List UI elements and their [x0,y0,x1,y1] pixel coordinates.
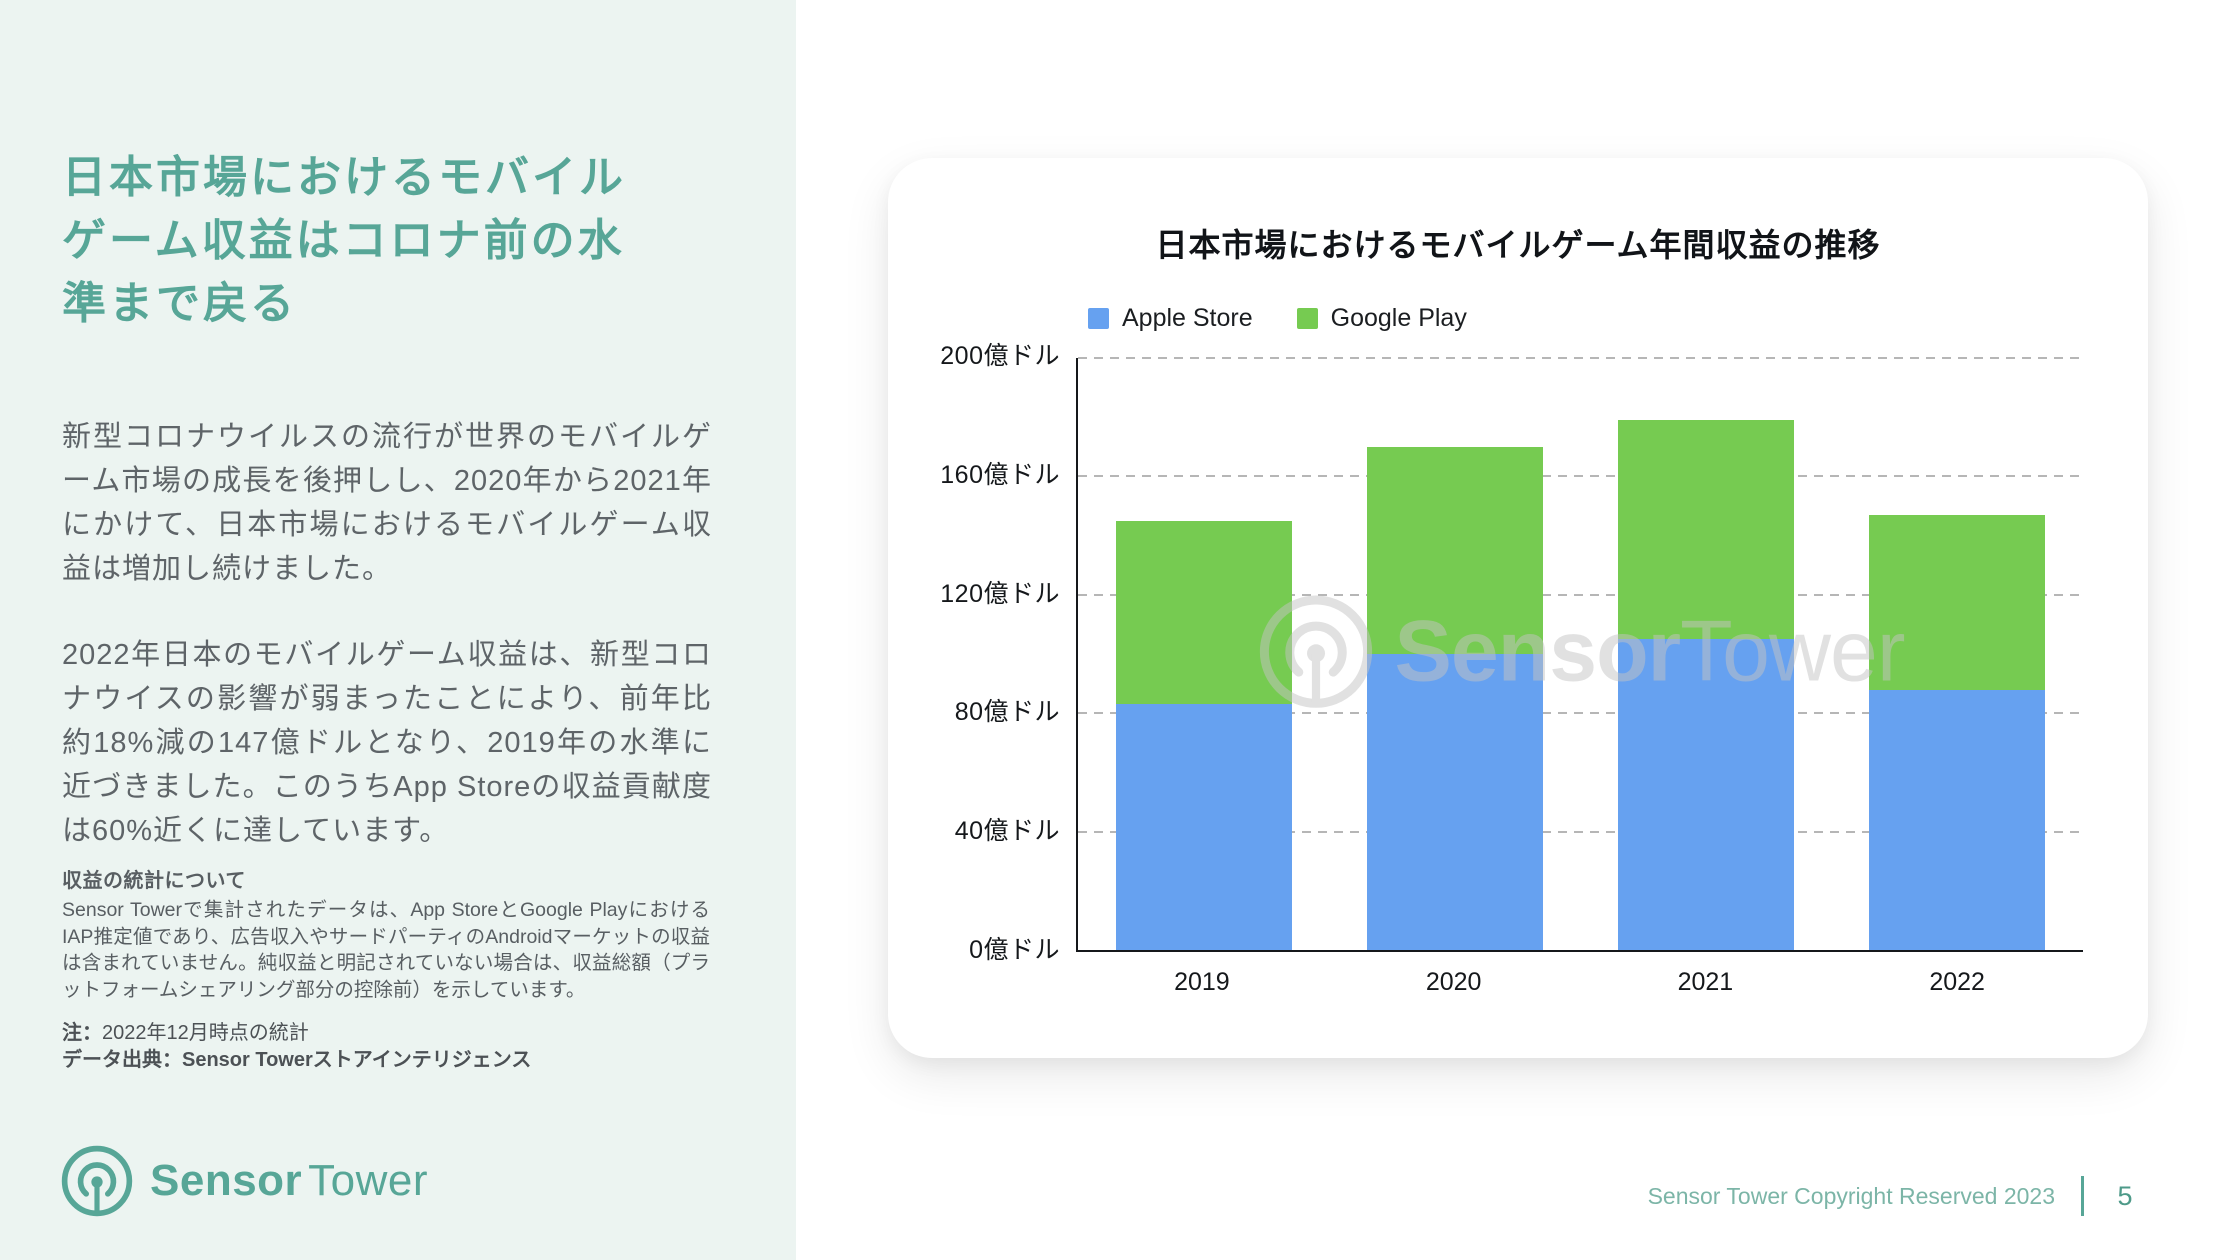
sensor-tower-logo: Sensor Tower [60,1144,428,1218]
plot-area: SensorTower [1076,357,2083,952]
legend-item-apple-store: Apple Store [1088,304,1253,333]
wordmark-sensor: Sensor [150,1156,303,1205]
bar-segment-2020-google-play [1366,446,1543,654]
footnote-label: 注： [62,1022,102,1044]
bar-group-2022 [1869,358,2046,950]
bar-group-2021 [1618,358,1795,950]
bar-segment-2021-apple-store [1618,639,1795,950]
bar-segment-2022-google-play [1869,514,2046,690]
chart-legend: Apple Store Google Play [1088,304,1467,333]
footer: Sensor Tower Copyright Reserved 2023 5 [1648,1176,2140,1216]
data-source-line: データ出典：Sensor Towerストアインテリジェンス [62,1049,532,1071]
legend-swatch-google-play [1296,308,1318,329]
legend-label-apple-store: Apple Store [1122,304,1253,332]
gridline-80 [1078,712,2083,715]
bar-segment-2021-google-play [1618,420,1795,640]
footnote: 注：2022年12月時点の統計 [62,1016,309,1045]
y-axis-labels: 0億ドル 40億ドル 80億ドル 120億ドル 160億ドル 200億ドル [888,342,1060,964]
legend-item-google-play: Google Play [1296,304,1467,333]
bar-segment-2022-apple-store [1869,689,2046,950]
bar-slot-2022 [1832,358,2083,950]
bar-slot-2019 [1078,358,1329,950]
footnote-text: 2022年12月時点の統計 [102,1022,309,1044]
methodology-note-heading: 収益の統計について [62,870,246,892]
bar-segment-2019-google-play [1115,520,1292,705]
bar-slot-2020 [1329,358,1580,950]
y-tick-label-160: 160億ドル [940,460,1060,489]
sensor-tower-logo-icon [61,1145,133,1217]
x-tick-label-2022: 2022 [1929,968,1985,996]
copyright-text: Sensor Tower Copyright Reserved 2023 [1647,1182,2055,1209]
x-tick-label-2019: 2019 [1174,968,1230,996]
y-tick-label-40: 40億ドル [954,817,1060,846]
bar-group-2020 [1366,358,1543,950]
bar-segment-2019-apple-store [1115,704,1292,950]
legend-label-google-play: Google Play [1330,304,1467,332]
bars-container [1078,358,2083,950]
gridline-40 [1078,830,2083,833]
gridline-160 [1078,475,2083,478]
x-tick-label-2020: 2020 [1425,968,1482,996]
analysis-paragraph: 2022年日本のモバイルゲーム収益は、新型コロナウイスの影響が弱まったことにより… [62,639,712,847]
bar-slot-2021 [1581,358,1832,950]
gridline-200 [1078,357,2083,359]
intro-paragraph: 新型コロナウイルスの流行が世界のモバイルゲーム市場の成長を後押しし、2020年か… [62,421,712,585]
bar-segment-2020-apple-store [1366,654,1543,950]
footer-divider [2081,1176,2084,1216]
sidebar: 日本市場におけるモバイル ゲーム収益はコロナ前の水 準まで戻る 新型コロナウイル… [0,0,796,1260]
gridline-120 [1078,593,2083,596]
y-tick-label-120: 120億ドル [940,579,1060,608]
page-number: 5 [2117,1180,2133,1211]
sensor-tower-wordmark: Sensor Tower [150,1156,428,1206]
x-axis-labels: 2019 2020 2021 2022 [1076,968,2083,997]
methodology-note-body: Sensor Towerで集計されたデータは、App StoreとGoogle … [62,899,710,1001]
chart-title: 日本市場におけるモバイルゲーム年間収益の推移 [1155,227,1881,263]
y-tick-label-80: 80億ドル [954,698,1060,727]
legend-swatch-apple-store [1088,308,1109,329]
x-tick-label-2021: 2021 [1677,968,1734,996]
wordmark-tower: Tower [308,1156,429,1205]
chart-card: 日本市場におけるモバイルゲーム年間収益の推移 Apple Store Googl… [888,158,2148,1058]
page-title: 日本市場におけるモバイル ゲーム収益はコロナ前の水 準まで戻る [62,153,626,328]
y-tick-label-200: 200億ドル [940,342,1060,370]
bar-group-2019 [1115,358,1292,950]
main-content: 日本市場におけるモバイルゲーム年間収益の推移 Apple Store Googl… [796,0,2240,1260]
y-tick-label-0: 0億ドル [969,936,1060,964]
